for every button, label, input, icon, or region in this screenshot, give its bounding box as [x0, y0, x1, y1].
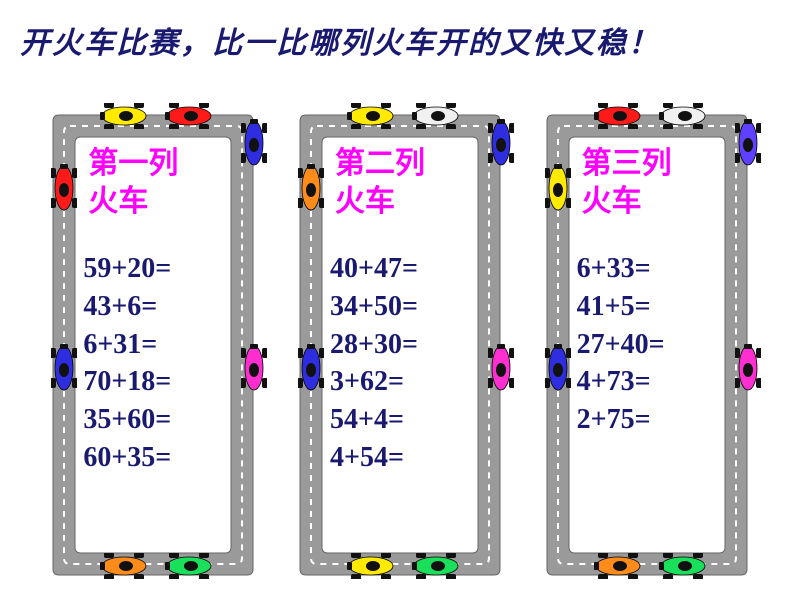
equation: 54+4=	[330, 401, 505, 439]
race-car-icon	[98, 553, 150, 579]
race-car-icon	[488, 342, 514, 394]
race-car-icon	[241, 342, 267, 394]
race-car-icon	[241, 117, 267, 169]
race-car-icon	[735, 342, 761, 394]
race-car-icon	[51, 342, 77, 394]
equation: 43+6=	[83, 288, 258, 326]
column-1-equations: 59+20=43+6=6+31=70+18=35+60=60+35=	[83, 250, 258, 477]
race-car-icon	[98, 103, 150, 129]
equation: 70+18=	[83, 363, 258, 401]
race-car-icon	[657, 103, 709, 129]
column-1-title: 第一列火车	[88, 145, 228, 220]
tracks-container: 第一列火车 59+20=43+6=6+31=70+18=35+60=60+35=	[0, 105, 800, 585]
equation: 2+75=	[577, 401, 752, 439]
race-car-icon	[545, 342, 571, 394]
race-car-icon	[410, 553, 462, 579]
race-car-icon	[163, 553, 215, 579]
race-car-icon	[545, 162, 571, 214]
race-car-icon	[410, 103, 462, 129]
equation: 41+5=	[577, 288, 752, 326]
equation: 3+62=	[330, 363, 505, 401]
race-car-icon	[298, 342, 324, 394]
equation: 40+47=	[330, 250, 505, 288]
equation: 59+20=	[83, 250, 258, 288]
column-3-equations: 6+33=41+5=27+40=4+73=2+75=	[577, 250, 752, 439]
equation: 28+30=	[330, 326, 505, 364]
race-car-icon	[657, 553, 709, 579]
column-2-equations: 40+47=34+50=28+30=3+62=54+4=4+54=	[330, 250, 505, 477]
race-car-icon	[592, 103, 644, 129]
equation: 4+73=	[577, 363, 752, 401]
page-title: 开火车比赛，比一比哪列火车开的又快又稳！	[20, 18, 780, 62]
track-1: 第一列火车 59+20=43+6=6+31=70+18=35+60=60+35=	[43, 105, 263, 585]
equation: 4+54=	[330, 439, 505, 477]
race-car-icon	[345, 103, 397, 129]
race-car-icon	[298, 162, 324, 214]
column-3-title: 第三列火车	[582, 145, 722, 220]
race-car-icon	[735, 117, 761, 169]
race-car-icon	[51, 162, 77, 214]
equation: 6+33=	[577, 250, 752, 288]
track-3: 第三列火车 6+33=41+5=27+40=4+73=2+75=	[537, 105, 757, 585]
equation: 35+60=	[83, 401, 258, 439]
equation: 27+40=	[577, 326, 752, 364]
race-car-icon	[592, 553, 644, 579]
race-car-icon	[163, 103, 215, 129]
equation: 34+50=	[330, 288, 505, 326]
equation: 60+35=	[83, 439, 258, 477]
equation: 6+31=	[83, 326, 258, 364]
race-car-icon	[488, 117, 514, 169]
race-car-icon	[345, 553, 397, 579]
column-2-title: 第二列火车	[335, 145, 475, 220]
track-2: 第二列火车 40+47=34+50=28+30=3+62=54+4=4+54=	[290, 105, 510, 585]
